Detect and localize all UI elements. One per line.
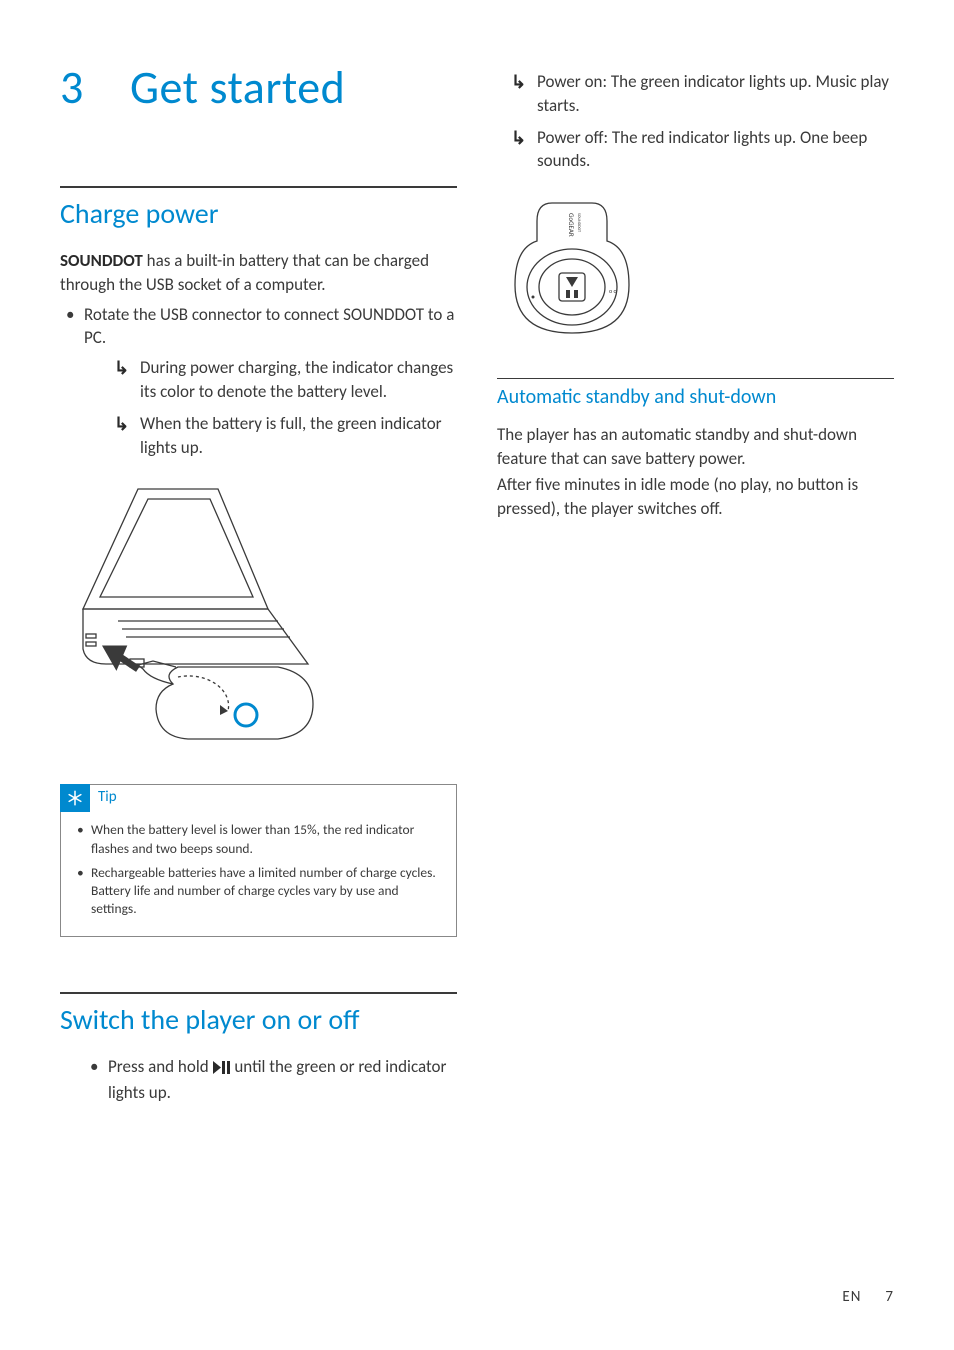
right-column: Power on: The green indicator lights up.… (497, 60, 894, 1111)
chapter-title-text: Get started (130, 60, 345, 116)
device-model-text: SOUNDDOT (576, 213, 581, 232)
section-switch-on-off: Switch the player on or off (60, 992, 457, 1037)
figure-device-top: o o GoGEAR SOUNDDOT (497, 193, 894, 358)
charge-arrow-1: During power charging, the indicator cha… (140, 356, 457, 404)
two-column-layout: 3Get started Charge power SOUNDDOT has a… (60, 60, 894, 1111)
tip-list: When the battery level is lower than 15%… (75, 821, 442, 918)
figure-connect-to-pc (78, 479, 457, 754)
tip-item-1: When the battery level is lower than 15%… (91, 821, 442, 857)
tip-asterisk-icon (60, 784, 90, 812)
tip-item-2: Rechargeable batteries have a limited nu… (91, 864, 442, 919)
power-states: Power on: The green indicator lights up.… (497, 70, 894, 173)
connect-to-pc-illustration (78, 479, 338, 749)
power-on-label: Power on (537, 71, 602, 92)
product-name: SOUNDDOT (343, 304, 424, 325)
page-footer: EN 7 (842, 1288, 894, 1306)
power-on-item: Power on: The green indicator lights up.… (537, 70, 894, 118)
tip-box: Tip When the battery level is lower than… (60, 784, 457, 937)
left-column: 3Get started Charge power SOUNDDOT has a… (60, 60, 457, 1111)
tip-header: Tip (60, 784, 125, 812)
footer-lang: EN (842, 1288, 861, 1306)
switch-bullet-1: Press and hold until the green or red in… (108, 1055, 457, 1105)
charge-bullet-1: Rotate the USB connector to connect SOUN… (84, 303, 457, 460)
switch-prefix: Press and hold (108, 1056, 213, 1077)
power-off-item: Power off: The red indicator lights up. … (537, 126, 894, 174)
tip-label: Tip (90, 784, 125, 812)
manual-page: 3Get started Charge power SOUNDDOT has a… (0, 0, 954, 1350)
switch-bullets: Press and hold until the green or red in… (60, 1055, 457, 1105)
product-name: SOUNDDOT (60, 250, 143, 271)
charge-intro: SOUNDDOT has a built-in battery that can… (60, 249, 457, 297)
charge-bullets: Rotate the USB connector to connect SOUN… (60, 303, 457, 460)
power-off-label: Power off (537, 127, 603, 148)
chapter-title: 3Get started (60, 60, 457, 116)
device-top-illustration: o o GoGEAR SOUNDDOT (497, 193, 657, 353)
charge-arrows: During power charging, the indicator cha… (84, 356, 457, 459)
svg-text:o o: o o (609, 287, 617, 295)
section-auto-standby: Automatic standby and shut-down (497, 378, 894, 409)
standby-p2: After five minutes in idle mode (no play… (497, 473, 894, 521)
device-brand-text: GoGEAR (567, 213, 576, 237)
chapter-number: 3 (60, 60, 130, 116)
charge-arrow-2: When the battery is full, the green indi… (140, 412, 457, 460)
footer-page-number: 7 (885, 1288, 894, 1306)
charge-bullet-1-prefix: Rotate the USB connector to connect (84, 304, 343, 325)
play-pause-icon (213, 1057, 231, 1081)
section-charge-power: Charge power (60, 186, 457, 231)
standby-p1: The player has an automatic standby and … (497, 423, 894, 471)
